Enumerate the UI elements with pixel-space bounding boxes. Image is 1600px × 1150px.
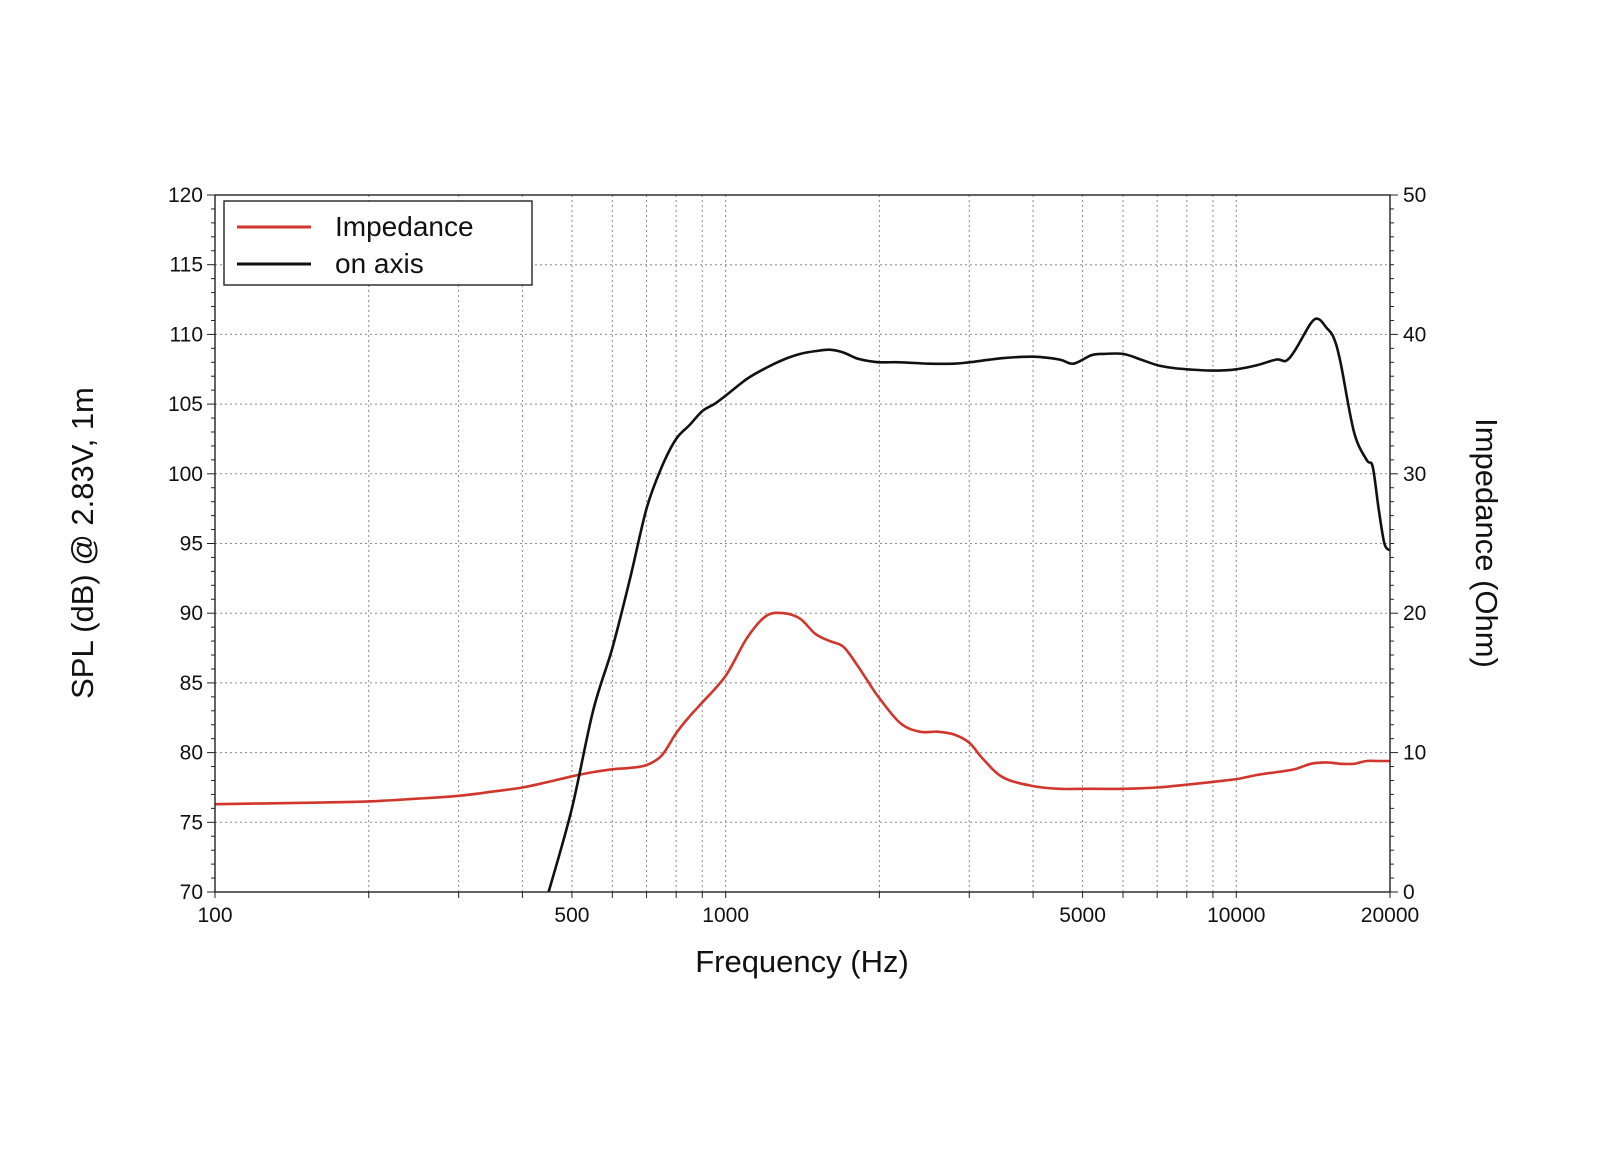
gridlines xyxy=(215,195,1390,892)
y-axis-title: SPL (dB) @ 2.83V, 1m xyxy=(65,387,100,699)
legend-label-on-axis: on axis xyxy=(335,248,424,279)
y2-tick-label: 50 xyxy=(1403,184,1426,207)
y-tick-label: 90 xyxy=(180,602,203,625)
y-tick-label: 110 xyxy=(170,323,203,346)
y-tick-label: 80 xyxy=(180,742,203,765)
y2-tick-label: 10 xyxy=(1403,742,1426,765)
x-tick-label: 5000 xyxy=(1059,904,1106,927)
x-axis-title: Frequency (Hz) xyxy=(695,944,909,979)
y-tick-label: 115 xyxy=(170,254,203,277)
y-tick-label: 100 xyxy=(168,463,203,486)
x-tick-label: 20000 xyxy=(1361,904,1419,927)
x-tick-label: 100 xyxy=(197,904,232,927)
series-line-impedance xyxy=(214,611,1390,806)
y-tick-label: 75 xyxy=(180,811,203,834)
series-line-on-axis xyxy=(547,317,1392,893)
x-tick-label: 500 xyxy=(554,904,589,927)
plot-frame xyxy=(214,194,1391,893)
y2-tick-label: 20 xyxy=(1403,602,1426,625)
x-tick-label: 10000 xyxy=(1207,904,1265,927)
tick-labels: 70 75 80 85 90 95 100 105 110 115 120 0 10 20 30 40 50 10… xyxy=(168,184,1426,927)
y-tick-label: 70 xyxy=(180,881,203,904)
legend-box xyxy=(223,200,533,286)
y2-tick-label: 40 xyxy=(1403,323,1426,346)
y-tick-label: 105 xyxy=(168,393,203,416)
y2-tick-label: 30 xyxy=(1403,463,1426,486)
legend-label-impedance: Impedance xyxy=(335,211,474,242)
legend: Impedance on axis xyxy=(223,200,533,286)
series-layer xyxy=(214,317,1392,893)
y2-axis-title: Impedance (Ohm) xyxy=(1469,418,1504,668)
y2-tick-label: 0 xyxy=(1403,881,1415,904)
x-tick-label: 1000 xyxy=(702,904,749,927)
y-tick-label: 85 xyxy=(180,672,203,695)
y-tick-label: 95 xyxy=(180,533,203,556)
y-tick-label: 120 xyxy=(168,184,203,207)
